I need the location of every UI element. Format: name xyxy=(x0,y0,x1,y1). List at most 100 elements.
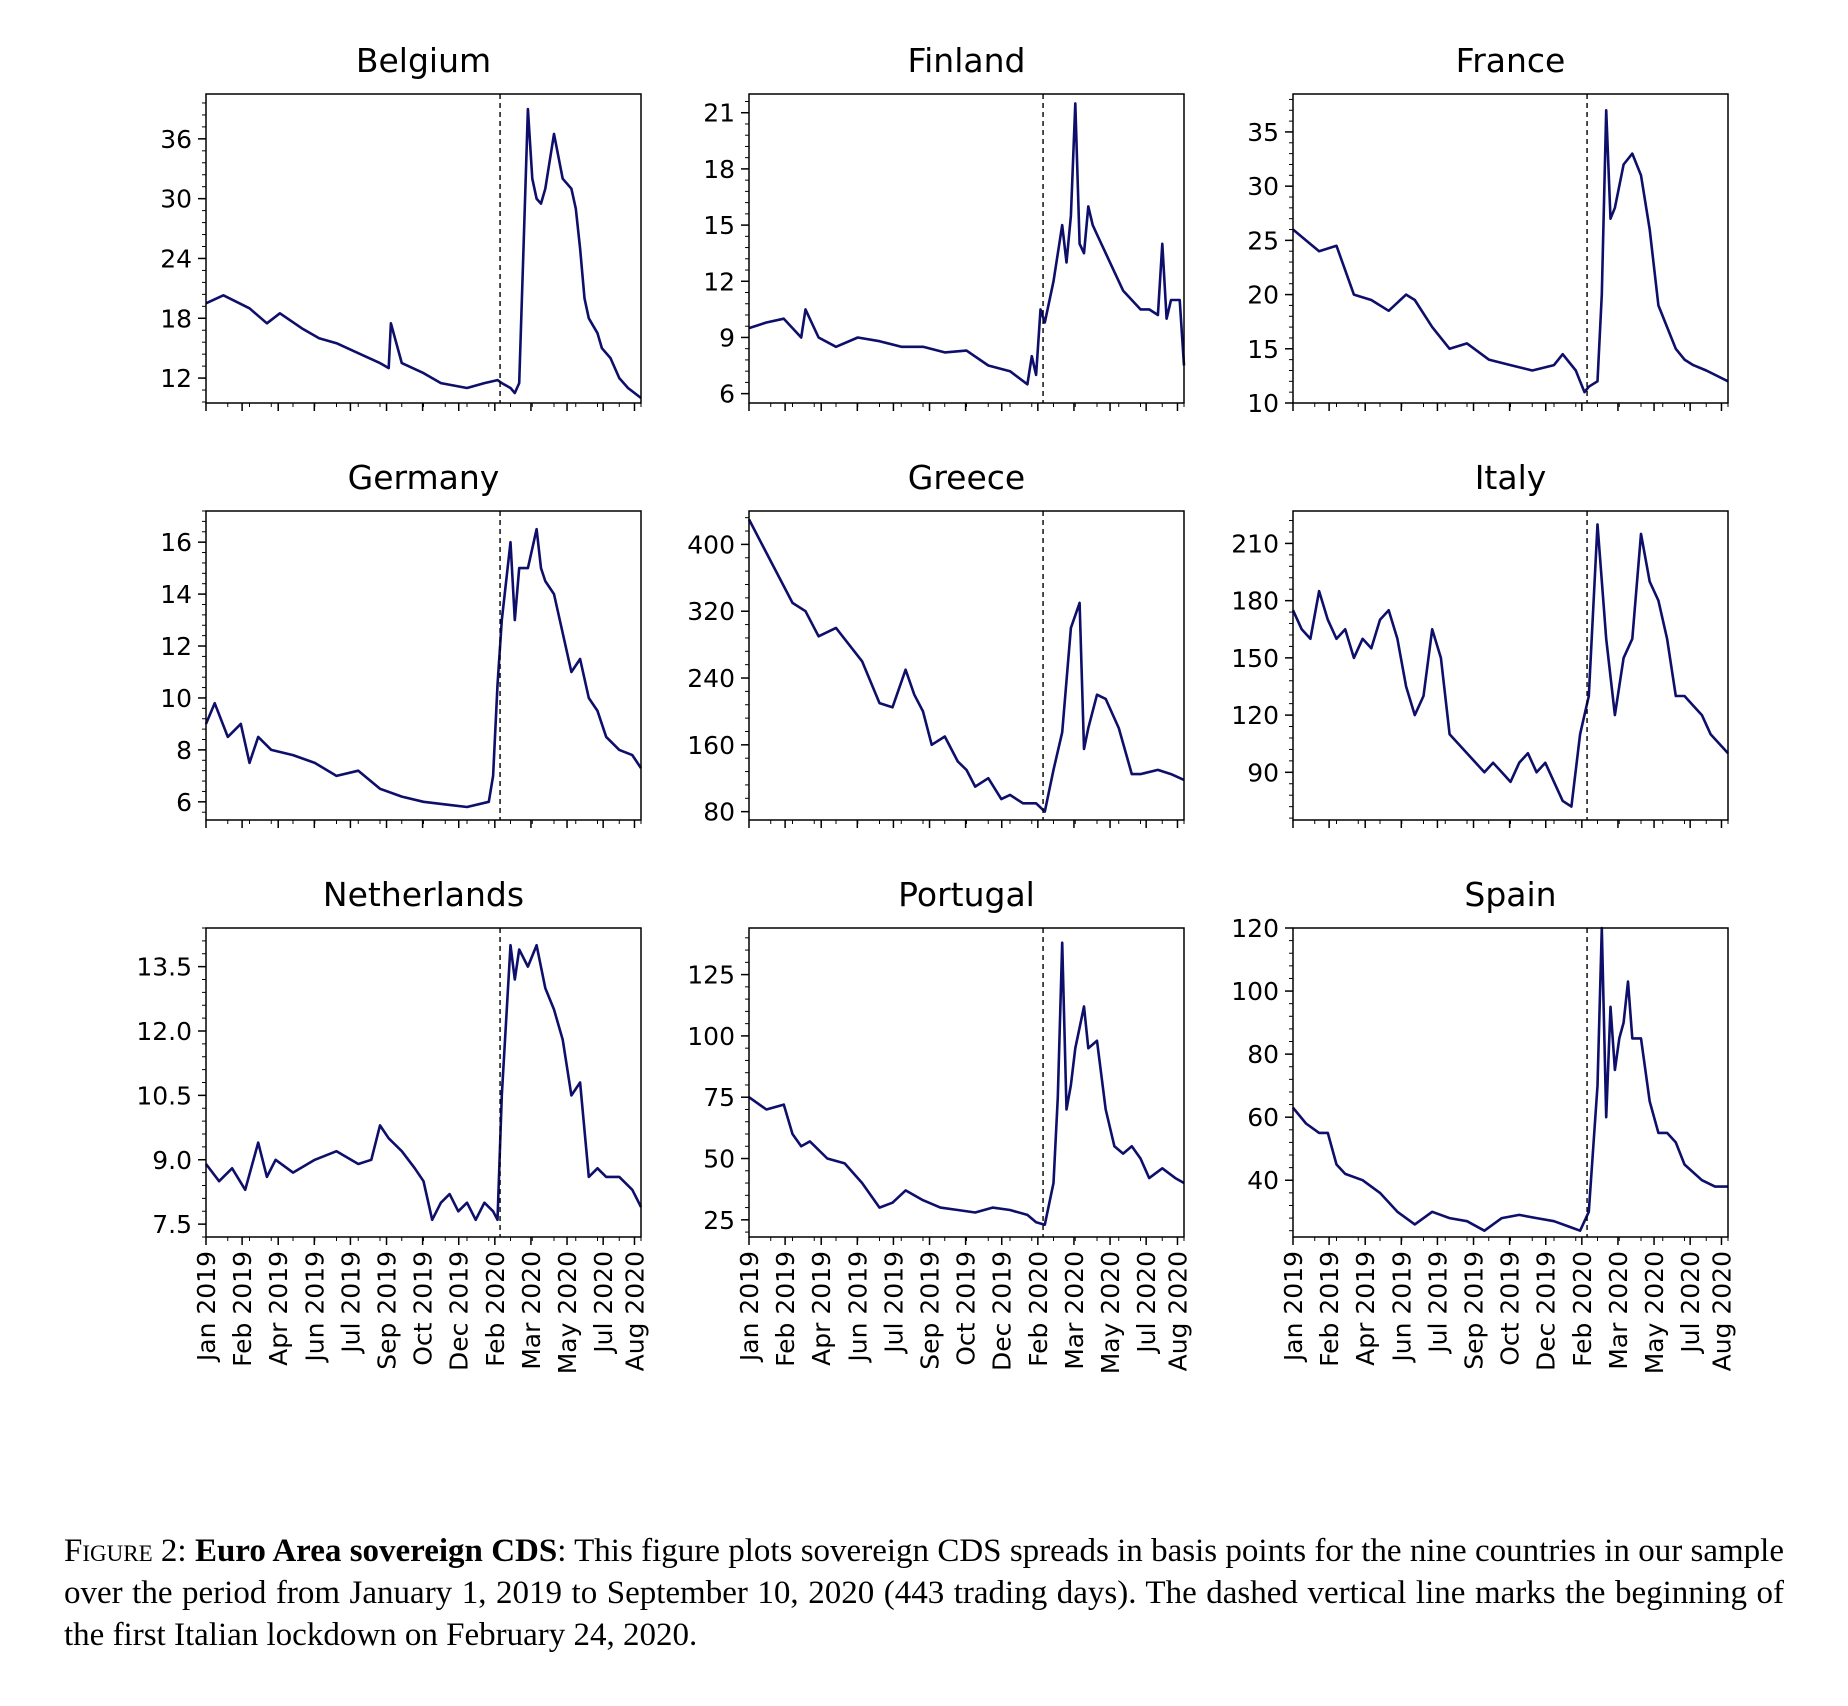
y-tick-label: 125 xyxy=(687,961,735,990)
plot-frame xyxy=(205,510,642,821)
y-tick-label: 9 xyxy=(719,323,735,352)
y-tick-label: 60 xyxy=(1247,1103,1279,1132)
x-tick-label: Apr 2019 xyxy=(807,1251,836,1366)
y-tick-label: 50 xyxy=(703,1145,735,1174)
y-tick-label: 10.5 xyxy=(136,1081,192,1110)
x-tick-label: Mar 2020 xyxy=(1604,1251,1633,1370)
figure-panel-grid: Belgium 12 18 24 30 36 Finland 6 9 12 15 18 21 France… xyxy=(136,41,1736,1374)
x-tick-label: May 2020 xyxy=(1096,1251,1125,1374)
x-tick-label: Jun 2019 xyxy=(300,1251,329,1364)
x-tick-label: Oct 2019 xyxy=(1496,1251,1525,1366)
y-tick-label: 16 xyxy=(160,528,192,557)
y-tick-label: 400 xyxy=(687,530,735,559)
y-tick-label: 150 xyxy=(1231,644,1279,673)
y-tick-label: 40 xyxy=(1247,1166,1279,1195)
x-tick-label: May 2020 xyxy=(553,1251,582,1374)
y-tick-label: 12 xyxy=(703,267,735,296)
x-tick-label: Jun 2019 xyxy=(1387,1251,1416,1364)
plot-frame xyxy=(1292,93,1729,404)
y-tick-label: 20 xyxy=(1247,281,1279,310)
y-tick-label: 120 xyxy=(1231,914,1279,943)
x-tick-label: May 2020 xyxy=(1640,1251,1669,1374)
chart-title-france: France xyxy=(1456,41,1566,80)
x-tick-label: Oct 2019 xyxy=(952,1251,981,1366)
x-tick-label: Apr 2019 xyxy=(1351,1251,1380,1366)
x-tick-label: Jul 2019 xyxy=(1423,1251,1452,1355)
x-tick-label: Aug 2020 xyxy=(1707,1251,1736,1371)
plot-frame xyxy=(205,93,642,404)
series-line-italy xyxy=(1291,523,1729,808)
chart-title-germany: Germany xyxy=(348,458,500,497)
x-tick-label: Aug 2020 xyxy=(620,1251,649,1371)
y-tick-label: 90 xyxy=(1247,758,1279,787)
chart-title-belgium: Belgium xyxy=(356,41,491,80)
x-tick-label: Feb 2019 xyxy=(1315,1251,1344,1367)
y-tick-label: 15 xyxy=(703,211,735,240)
series-line-spain xyxy=(1291,926,1728,1232)
x-tick-label: Feb 2019 xyxy=(228,1251,257,1367)
caption-title: Euro Area sovereign CDS xyxy=(194,1533,558,1569)
y-tick-label: 25 xyxy=(703,1206,735,1235)
chart-panel-greece: Greece 80 160 240 320 400 xyxy=(687,458,1185,828)
y-tick-label: 36 xyxy=(160,125,192,154)
series-line-netherlands xyxy=(204,943,643,1222)
x-tick-label: Dec 2019 xyxy=(1532,1251,1561,1371)
x-tick-label: Oct 2019 xyxy=(409,1251,438,1366)
series-line-france xyxy=(1292,109,1729,394)
plot-frame xyxy=(1292,510,1729,821)
x-tick-label: Jan 2019 xyxy=(1279,1251,1308,1363)
chart-panel-portugal: Portugal 25 50 75 100 125 Jan 2019 Feb 2019 Apr … xyxy=(687,875,1192,1374)
y-tick-label: 240 xyxy=(687,664,735,693)
x-tick-label: Mar 2020 xyxy=(1060,1251,1089,1370)
y-tick-label: 24 xyxy=(160,244,192,273)
x-tick-label: Jul 2020 xyxy=(1132,1251,1161,1355)
x-tick-label: Mar 2020 xyxy=(517,1251,546,1370)
y-tick-label: 8 xyxy=(176,736,192,765)
y-tick-label: 25 xyxy=(1247,226,1279,255)
y-tick-label: 120 xyxy=(1231,701,1279,730)
x-tick-label: Sep 2019 xyxy=(373,1251,402,1370)
x-tick-label: Feb 2019 xyxy=(771,1251,800,1367)
y-tick-label: 12 xyxy=(160,632,192,661)
chart-title-finland: Finland xyxy=(908,41,1026,80)
chart-panel-finland: Finland 6 9 12 15 18 21 xyxy=(703,41,1186,411)
plot-frame xyxy=(748,93,1185,404)
chart-panel-italy: Italy 90 120 150 180 210 xyxy=(1231,458,1729,828)
caption-text: This figure plots sovereign CDS spreads … xyxy=(64,1533,1784,1653)
x-tick-label: Apr 2019 xyxy=(264,1251,293,1366)
y-tick-label: 10 xyxy=(1247,389,1279,418)
y-tick-label: 320 xyxy=(687,597,735,626)
plot-frame xyxy=(748,927,1185,1238)
y-tick-label: 80 xyxy=(703,798,735,827)
chart-panel-france: France 10 15 20 25 30 35 xyxy=(1247,41,1729,418)
y-tick-label: 30 xyxy=(1247,172,1279,201)
y-tick-label: 180 xyxy=(1231,587,1279,616)
y-tick-label: 80 xyxy=(1247,1040,1279,1069)
x-tick-label: Jul 2020 xyxy=(1676,1251,1705,1355)
chart-title-spain: Spain xyxy=(1464,875,1556,914)
y-tick-label: 18 xyxy=(703,155,735,184)
series-line-greece xyxy=(747,518,1185,813)
series-line-finland xyxy=(748,102,1186,386)
y-tick-label: 7.5 xyxy=(152,1210,192,1239)
x-tick-label: Sep 2019 xyxy=(916,1251,945,1370)
x-tick-label: Dec 2019 xyxy=(988,1251,1017,1371)
caption-label: Figure 2: xyxy=(64,1533,187,1569)
plot-frame xyxy=(748,510,1185,821)
y-tick-label: 6 xyxy=(719,380,735,409)
chart-panel-germany: Germany 6 8 10 12 14 16 xyxy=(160,458,643,828)
chart-title-netherlands: Netherlands xyxy=(323,875,524,914)
y-tick-label: 10 xyxy=(160,684,192,713)
y-tick-label: 12 xyxy=(160,364,192,393)
y-tick-label: 75 xyxy=(703,1083,735,1112)
chart-title-italy: Italy xyxy=(1475,458,1547,497)
x-tick-label: Feb 2020 xyxy=(1568,1251,1597,1367)
x-tick-label: Dec 2019 xyxy=(445,1251,474,1371)
x-tick-label: Aug 2020 xyxy=(1163,1251,1192,1371)
x-tick-label: Feb 2020 xyxy=(1024,1251,1053,1367)
x-tick-label: Jul 2019 xyxy=(879,1251,908,1355)
plot-frame xyxy=(205,927,642,1238)
chart-title-greece: Greece xyxy=(908,458,1025,497)
series-line-belgium xyxy=(205,107,642,400)
